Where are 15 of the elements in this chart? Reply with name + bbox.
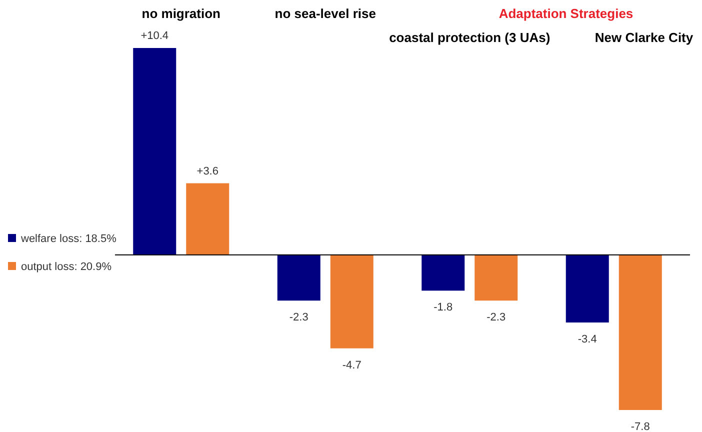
data-label: -2.3 [289, 312, 308, 324]
data-label: +10.4 [140, 30, 169, 42]
data-label: -2.3 [486, 312, 506, 324]
data-label: -3.4 [578, 333, 597, 346]
data-label: -7.8 [630, 421, 650, 432]
x-tick-label: coastal protection (3 UAs) [389, 30, 550, 45]
x-tick-label: no migration [142, 6, 221, 21]
text: Adaptation Strategies [498, 6, 634, 21]
legend-label: welfare loss: 18.5% [20, 233, 117, 245]
data-label: -1.8 [434, 302, 453, 314]
data-label: -4.7 [342, 359, 362, 372]
data-label: +3.6 [196, 165, 218, 178]
x-tick-label: New Clarke City [594, 30, 694, 45]
legend-label: output loss: 20.9% [21, 261, 112, 273]
x-tick-label: no sea-level rise [274, 6, 376, 21]
